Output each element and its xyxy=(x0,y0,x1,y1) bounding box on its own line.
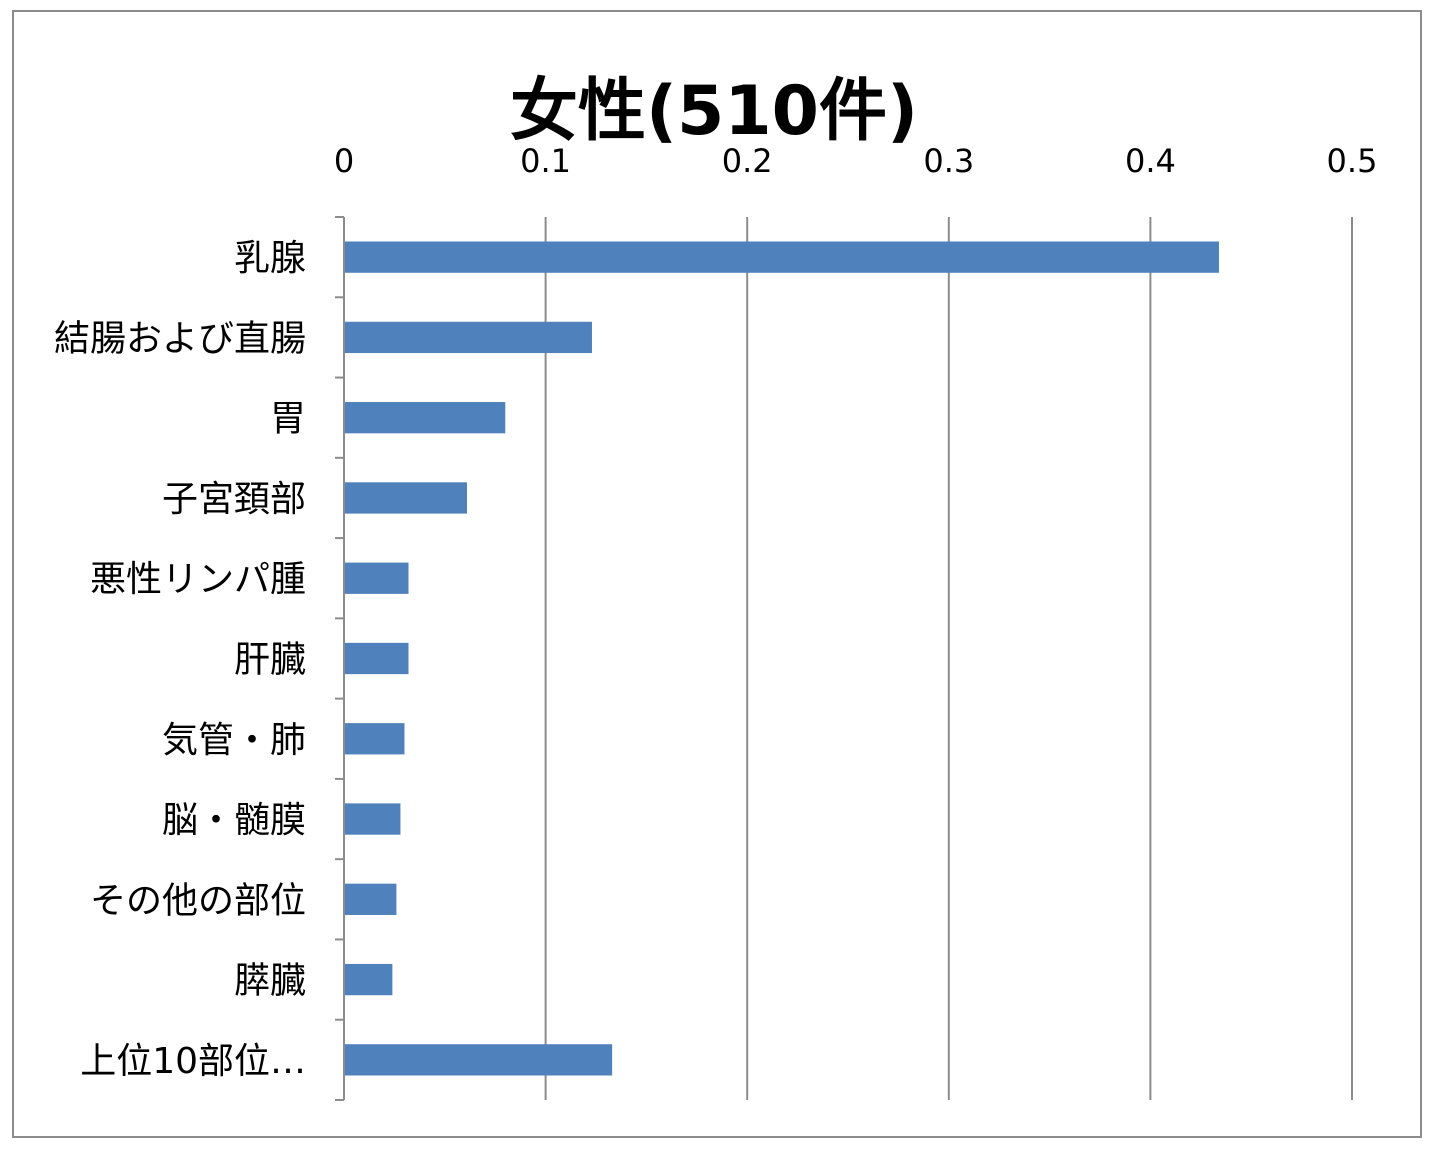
category-label: 結腸および直腸 xyxy=(54,318,306,359)
x-tick-label: 0.3 xyxy=(923,142,974,180)
category-labels: 乳腺結腸および直腸胃子宮頚部悪性リンパ腫肝臓気管・肺脳・髄膜その他の部位膵臓上位… xyxy=(54,238,306,1082)
category-label: 乳腺 xyxy=(234,238,306,279)
bar xyxy=(344,803,401,835)
bar-chart: 女性(510件) 0 0.1 0.2 0.3 0.4 0.5 乳腺結腸および直腸胃子宮頚部… xyxy=(54,72,1378,1101)
category-label: 胃 xyxy=(270,399,306,440)
x-tick-label: 0.5 xyxy=(1327,142,1378,180)
x-tick-label: 0.4 xyxy=(1125,142,1176,180)
category-label: 上位10部位… xyxy=(80,1041,306,1082)
chart-title: 女性(510件) xyxy=(510,72,918,151)
category-label: 子宮頚部 xyxy=(162,479,306,520)
bar xyxy=(344,321,592,354)
bar xyxy=(344,883,397,915)
bar xyxy=(344,241,1219,273)
category-label: その他の部位 xyxy=(90,880,306,921)
bar xyxy=(344,562,409,594)
bar xyxy=(344,402,506,434)
chart-frame: 女性(510件) 0 0.1 0.2 0.3 0.4 0.5 乳腺結腸および直腸胃子宮頚部… xyxy=(12,10,1422,1138)
category-label: 悪性リンパ腫 xyxy=(90,559,306,600)
x-tick-label: 0 xyxy=(334,142,354,180)
bar xyxy=(344,723,405,755)
bar xyxy=(344,1044,613,1076)
category-label: 肝臓 xyxy=(234,640,306,681)
gridlines xyxy=(544,217,1353,1100)
category-label: 膵臓 xyxy=(234,961,306,1002)
category-label: 気管・肺 xyxy=(162,720,306,761)
category-label: 脳・髄膜 xyxy=(162,800,306,841)
x-tick-label: 0.2 xyxy=(722,142,773,180)
value-axis-ticks: 0 0.1 0.2 0.3 0.4 0.5 xyxy=(334,142,1378,180)
x-tick-label: 0.1 xyxy=(520,142,571,180)
bars xyxy=(344,241,1219,1076)
bar xyxy=(344,642,409,675)
bar xyxy=(344,482,467,514)
bar xyxy=(344,963,393,996)
category-axis xyxy=(335,216,345,1101)
